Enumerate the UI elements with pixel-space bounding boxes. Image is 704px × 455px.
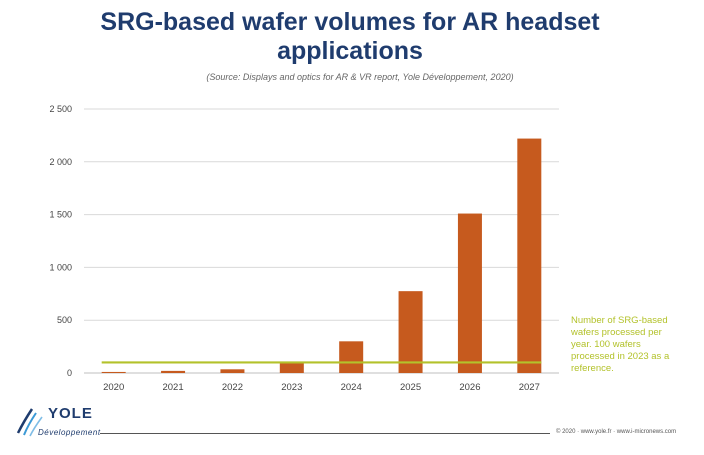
bar-2020 <box>101 371 126 373</box>
x-tick-label: 2025 <box>400 382 421 393</box>
gridlines <box>84 108 559 374</box>
chart-subtitle: (Source: Displays and optics for AR & VR… <box>206 72 514 82</box>
bar-2025 <box>398 291 423 373</box>
y-tick-label: 1 000 <box>49 262 72 272</box>
x-tick-label: 2026 <box>459 382 480 393</box>
bar-2022 <box>220 369 245 373</box>
x-tick-label: 2021 <box>162 382 183 393</box>
y-tick-label: 2 000 <box>49 157 72 167</box>
chart-title: SRG-based wafer volumes for AR headset a… <box>100 8 600 65</box>
bar-2024 <box>339 341 364 373</box>
logo-tagline: Développement <box>38 428 101 437</box>
bar-2021 <box>161 370 186 373</box>
bar-2026 <box>457 213 482 373</box>
x-tick-label: 2022 <box>222 382 243 393</box>
y-axis-ticks: 0 500 1 000 1 500 2 000 2 500 <box>49 104 72 378</box>
x-tick-label: 2027 <box>519 382 540 393</box>
x-axis-ticks: 2020 2021 2022 2023 2024 2025 2026 2027 <box>103 382 540 393</box>
reference-annotation: Number of SRG-based wafers processed per… <box>571 315 670 374</box>
footer-copyright: © 2020 · www.yole.fr · www.i-micronews.c… <box>556 429 677 435</box>
x-tick-label: 2023 <box>281 382 302 393</box>
bar-2027 <box>517 138 542 373</box>
bar-2023 <box>279 362 304 373</box>
y-tick-label: 500 <box>57 315 72 325</box>
footer-divider <box>100 433 550 434</box>
x-tick-label: 2020 <box>103 382 124 393</box>
x-tick-label: 2024 <box>341 382 362 393</box>
yole-logo-icon <box>16 408 43 437</box>
y-tick-label: 0 <box>67 368 72 378</box>
bars <box>101 138 542 373</box>
y-tick-label: 1 500 <box>49 210 72 220</box>
y-tick-label: 2 500 <box>49 104 72 114</box>
logo-wordmark: YOLE <box>48 405 93 422</box>
